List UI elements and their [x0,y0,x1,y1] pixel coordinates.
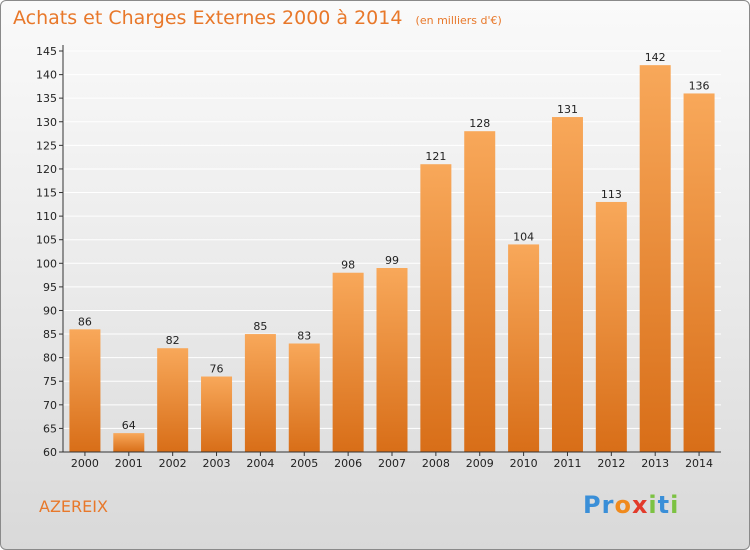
x-tick-label: 2011 [553,457,581,470]
x-tick-label: 2005 [290,457,318,470]
bar [244,334,276,452]
y-tick-label: 110 [36,210,57,223]
y-tick-label: 120 [36,163,57,176]
bar-value-label: 104 [513,230,534,243]
bar-value-label: 86 [78,315,92,328]
x-tick-label: 2007 [378,457,406,470]
logo-letter: t [657,491,671,519]
x-tick-label: 2012 [597,457,625,470]
bar-value-label: 142 [645,51,666,64]
bar [288,343,320,452]
logo-letter: o [614,491,632,519]
bar-value-label: 136 [689,79,710,92]
logo-letter: i [648,491,658,519]
bar [508,244,540,452]
bar [69,329,101,452]
bar [201,376,233,452]
bar [157,348,189,452]
chart-subtitle: (en milliers d'€) [415,14,502,27]
logo-letter: P [583,491,602,519]
bar-value-label: 99 [385,254,399,267]
y-tick-label: 90 [43,304,57,317]
bar-value-label: 98 [341,259,355,272]
y-tick-label: 60 [43,446,57,459]
x-tick-label: 2009 [466,457,494,470]
bar-value-label: 113 [601,188,622,201]
bar-value-label: 76 [210,363,224,376]
bars [69,65,715,453]
y-tick-label: 75 [43,375,57,388]
bar-value-label: 85 [253,320,267,333]
x-tick-label: 2000 [71,457,99,470]
y-tick-label: 130 [36,116,57,129]
y-tick-label: 100 [36,257,57,270]
bar [113,433,145,452]
y-tick-label: 145 [36,45,57,58]
y-tick-label: 115 [36,187,57,200]
y-tick-label: 70 [43,399,57,412]
x-tick-label: 2001 [115,457,143,470]
x-tick-label: 2013 [641,457,669,470]
logo-letter: r [601,491,615,519]
y-tick-label: 95 [43,281,57,294]
bar [551,117,583,452]
x-tick-label: 2003 [203,457,231,470]
y-tick-label: 140 [36,69,57,82]
x-tick-label: 2004 [246,457,274,470]
bar [332,272,364,452]
x-tick-label: 2006 [334,457,362,470]
logo-letter: i [670,491,680,519]
title-row: Achats et Charges Externes 2000 à 2014 (… [13,7,502,29]
bar-value-label: 131 [557,103,578,116]
bar [683,93,715,452]
bar-value-label: 64 [122,419,136,432]
axes [59,45,721,456]
bar-value-label: 82 [166,334,180,347]
x-tick-label: 2008 [422,457,450,470]
y-tick-label: 65 [43,422,57,435]
proxiti-logo[interactable]: Proxiti [583,491,679,519]
logo-letter: x [631,491,649,519]
commune-name: AZEREIX [39,497,108,516]
bar [464,131,496,452]
x-tick-label: 2002 [159,457,187,470]
bar-value-label: 83 [297,329,311,342]
bar [420,164,452,453]
y-tick-label: 80 [43,352,57,365]
chart-title: Achats et Charges Externes 2000 à 2014 [13,7,403,29]
y-tick-label: 105 [36,234,57,247]
bar [595,201,627,452]
y-tick-label: 85 [43,328,57,341]
y-tick-label: 135 [36,92,57,105]
labels: 60 65 70 75 80 85 90 95 100 105 110 115 120 125 130 135… [36,45,713,470]
bar-value-label: 121 [425,150,446,163]
bar [376,268,408,452]
x-tick-label: 2010 [510,457,538,470]
x-tick-label: 2014 [685,457,713,470]
bar-value-label: 128 [469,117,490,130]
bar [639,65,671,452]
y-tick-label: 125 [36,139,57,152]
